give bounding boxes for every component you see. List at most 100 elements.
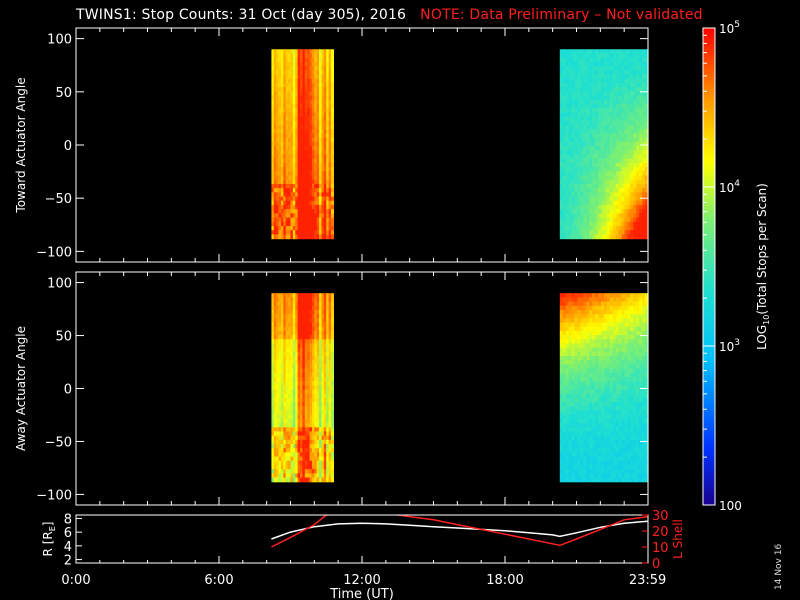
heatmap-cell [309,162,313,168]
heatmap-cell [271,376,275,382]
heatmap-cell [290,150,294,156]
heatmap-cell [316,87,320,92]
heatmap-cell [328,444,332,449]
heatmap-cell [589,167,593,172]
heatmap-cell [612,389,617,395]
heatmap-cell [577,146,581,151]
heatmap-cell [645,53,649,59]
heatmap-cell [589,209,593,214]
heatmap-cell [288,418,292,424]
heatmap-cell [583,452,587,458]
heatmap-cell [609,460,614,466]
heatmap-cell [295,439,299,445]
heatmap-cell [636,66,640,71]
heatmap-cell [311,82,315,88]
heatmap-cell [565,364,570,370]
heatmap-cell [314,53,318,59]
heatmap-cell [273,314,277,319]
heatmap-cell [314,435,318,441]
heatmap-cell [559,192,564,198]
heatmap-cell [565,150,570,156]
heatmap-cell [276,213,280,219]
heatmap-cell [316,129,320,135]
heatmap-cell [316,322,320,328]
heatmap-cell [577,360,581,365]
heatmap-cell [323,351,327,357]
heatmap-cell [636,444,640,449]
heatmap-cell [559,200,564,206]
heatmap-cell [283,305,287,311]
heatmap-cell [314,351,318,357]
heatmap-cell [612,330,617,336]
heatmap-cell [603,397,608,403]
heatmap-cell [290,82,294,88]
heatmap-cell [612,309,617,315]
heatmap-cell [316,82,320,88]
heatmap-cell [636,112,640,118]
heatmap-cell [311,91,315,97]
heatmap-cell [624,309,629,315]
heatmap-cell [292,188,296,193]
heatmap-cell [600,175,605,181]
heatmap-cell [273,376,277,382]
heatmap-cell [290,464,294,470]
heatmap-cell [559,351,564,357]
heatmap-cell [559,423,564,428]
heatmap-cell [600,204,605,210]
heatmap-cell [627,448,631,453]
heatmap-cell [562,335,567,340]
heatmap-cell [571,188,576,193]
heatmap-cell [326,234,330,240]
heatmap-cell [321,423,325,428]
heatmap-cell [621,120,626,126]
heatmap-cell [283,385,287,391]
heatmap-cell [295,230,299,235]
heatmap-cell [300,460,304,466]
heatmap-cell [559,318,564,324]
heatmap-cell [323,406,327,412]
heatmap-cell [612,393,617,399]
heatmap-cell [292,309,296,315]
heatmap-cell [562,326,567,332]
heatmap-cell [574,200,579,206]
heatmap-cell [288,301,292,307]
heatmap-cell [580,389,584,395]
heatmap-cell [290,330,294,336]
heatmap-cell [292,87,296,92]
heatmap-cell [319,448,323,453]
heatmap-cell [304,230,308,235]
heatmap-cell [639,188,643,193]
heatmap-cell [297,318,301,324]
heatmap-cell [586,444,590,449]
heatmap-cell [285,418,289,424]
heatmap-cell [285,356,289,361]
heatmap-cell [316,393,320,399]
heatmap-cell [600,167,605,172]
heatmap-cell [577,335,581,340]
heatmap-cell [574,418,579,424]
heatmap-cell [316,171,320,177]
heatmap-cell [307,364,311,370]
heatmap-cell [562,343,567,349]
heatmap-cell [571,335,576,340]
heatmap-cell [615,427,620,433]
heatmap-cell [309,368,313,374]
heatmap-cell [309,381,313,386]
heatmap-cell [331,129,334,135]
heatmap-cell [276,360,280,365]
heatmap-cell [326,57,330,63]
heatmap-cell [595,70,599,76]
heatmap-cell [592,469,596,474]
heatmap-cell [624,444,629,449]
heatmap-cell [295,318,299,324]
heatmap-cell [586,217,590,223]
heatmap-cell [633,230,637,235]
heatmap-cell [309,343,313,349]
heatmap-cell [639,209,643,214]
heatmap-cell [559,376,564,382]
heatmap-cell [600,469,605,474]
heatmap-cell [565,414,570,420]
heatmap-cell [624,381,629,386]
heatmap-cell [278,49,282,55]
heatmap-cell [316,57,320,63]
